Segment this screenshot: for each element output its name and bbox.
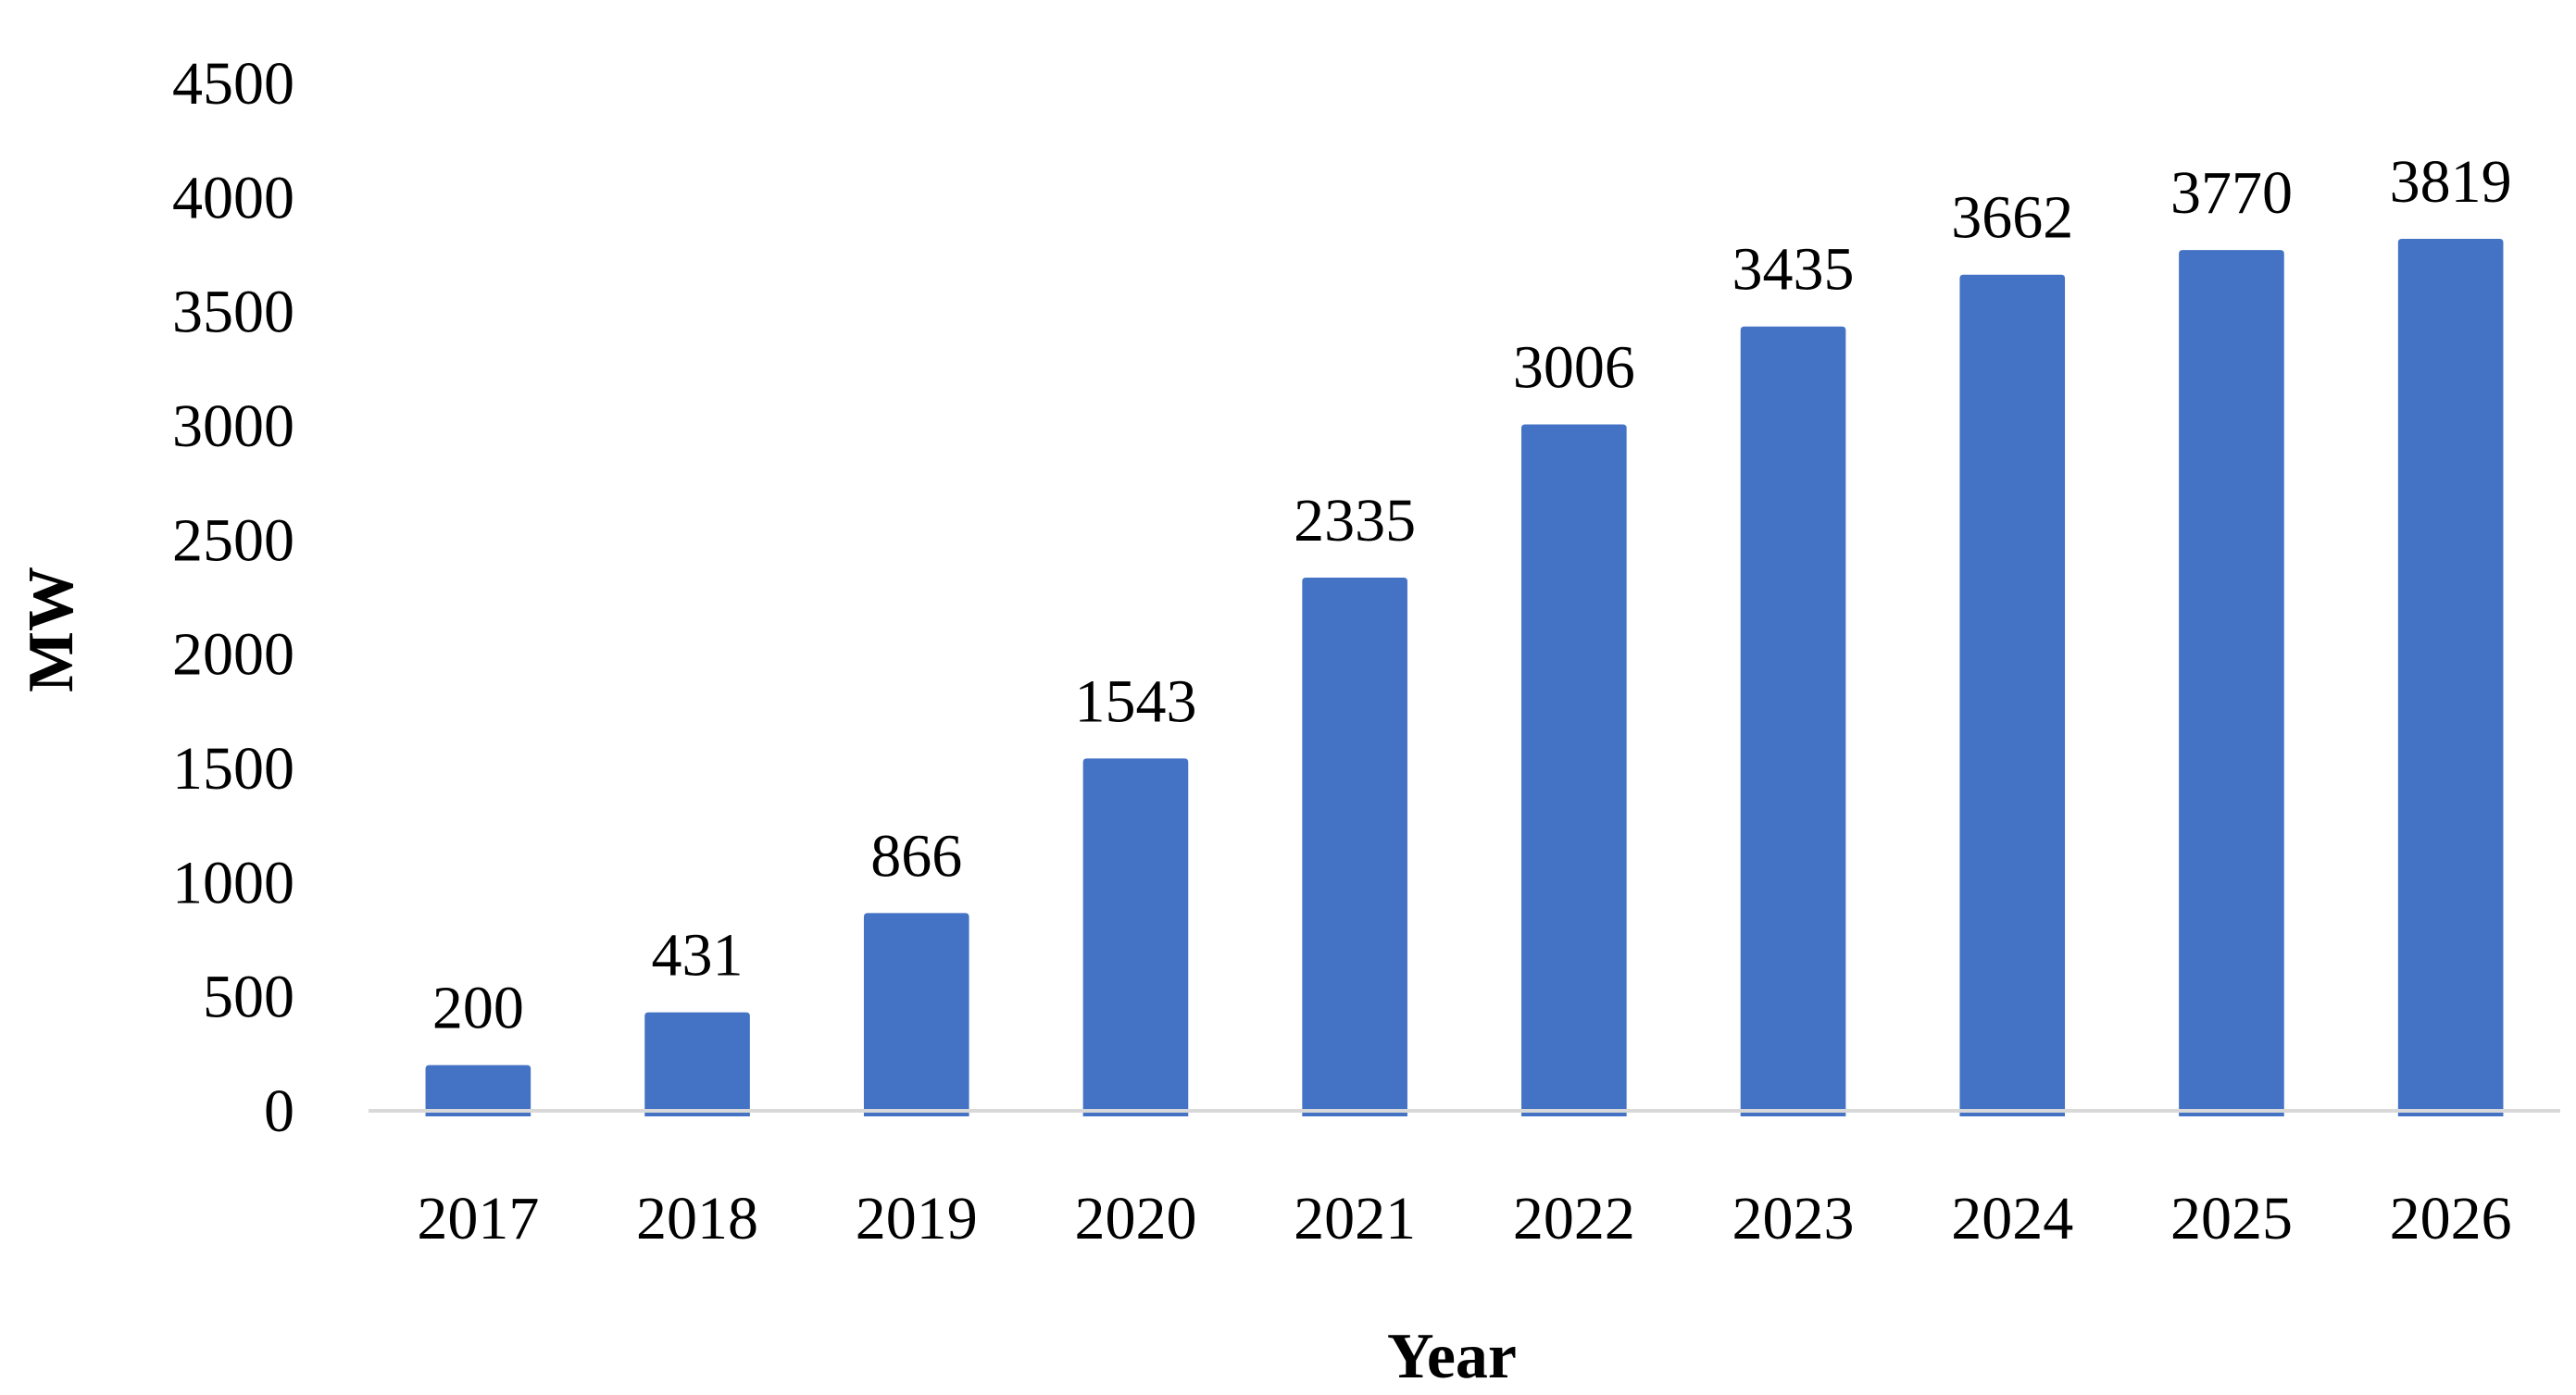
y-tick-label: 1000 [172,849,294,916]
x-tick-label-2019: 2019 [856,1185,978,1252]
y-tick-label: 3000 [172,392,294,460]
data-label-2018: 431 [652,922,744,990]
y-tick-label: 3500 [172,279,294,346]
x-tick-label-2021: 2021 [1294,1185,1416,1252]
bar-2018 [644,1012,750,1116]
data-labels-group: 200 431 866 1543 2335 3006 3435 3662 3770 3819 [432,148,2512,1042]
x-axis-ticks: 2017 2018 2019 2020 2021 2022 2023 2024 2025 2026 [417,1185,2511,1252]
bar-2021 [1302,578,1407,1116]
y-tick-label: 0 [264,1077,294,1145]
x-tick-label-2024: 2024 [1951,1185,2073,1252]
data-label-2026: 3819 [2390,148,2512,216]
y-tick-label: 2500 [172,506,294,574]
y-tick-label: 4500 [172,50,294,118]
bar-2022 [1521,424,1627,1116]
bar-2026 [2397,238,2504,1117]
x-tick-label-2017: 2017 [417,1185,539,1252]
y-tick-label: 500 [203,964,294,1031]
y-tick-label: 2000 [172,621,294,689]
y-tick-label: 1500 [172,735,294,803]
x-axis-title: Year [1387,1321,1517,1392]
bar-2017 [425,1065,531,1116]
bar-2019 [863,913,969,1116]
bar-2025 [2179,250,2284,1117]
data-label-2022: 3006 [1513,334,1635,402]
bar-2020 [1082,758,1189,1116]
x-tick-label-2025: 2025 [2170,1185,2293,1252]
data-label-2025: 3770 [2170,159,2293,227]
y-axis-title: MW [16,567,87,692]
data-label-2017: 200 [432,975,524,1042]
data-label-2023: 3435 [1732,236,1855,304]
data-label-2019: 866 [870,822,962,890]
bars-group [425,238,2504,1117]
x-tick-label-2022: 2022 [1513,1185,1635,1252]
x-tick-label-2018: 2018 [636,1185,758,1252]
bar-2024 [1959,274,2066,1116]
data-label-2020: 1543 [1074,667,1196,735]
data-label-2021: 2335 [1294,487,1416,554]
bar-2023 [1740,326,1846,1116]
x-tick-label-2020: 2020 [1074,1185,1196,1252]
y-tick-label: 4000 [172,164,294,231]
data-label-2024: 3662 [1951,184,2073,252]
x-tick-label-2026: 2026 [2390,1185,2512,1252]
x-tick-label-2023: 2023 [1732,1185,1855,1252]
y-axis-ticks: 0 500 1000 1500 2000 2500 3000 3500 4000 4500 [172,50,294,1145]
